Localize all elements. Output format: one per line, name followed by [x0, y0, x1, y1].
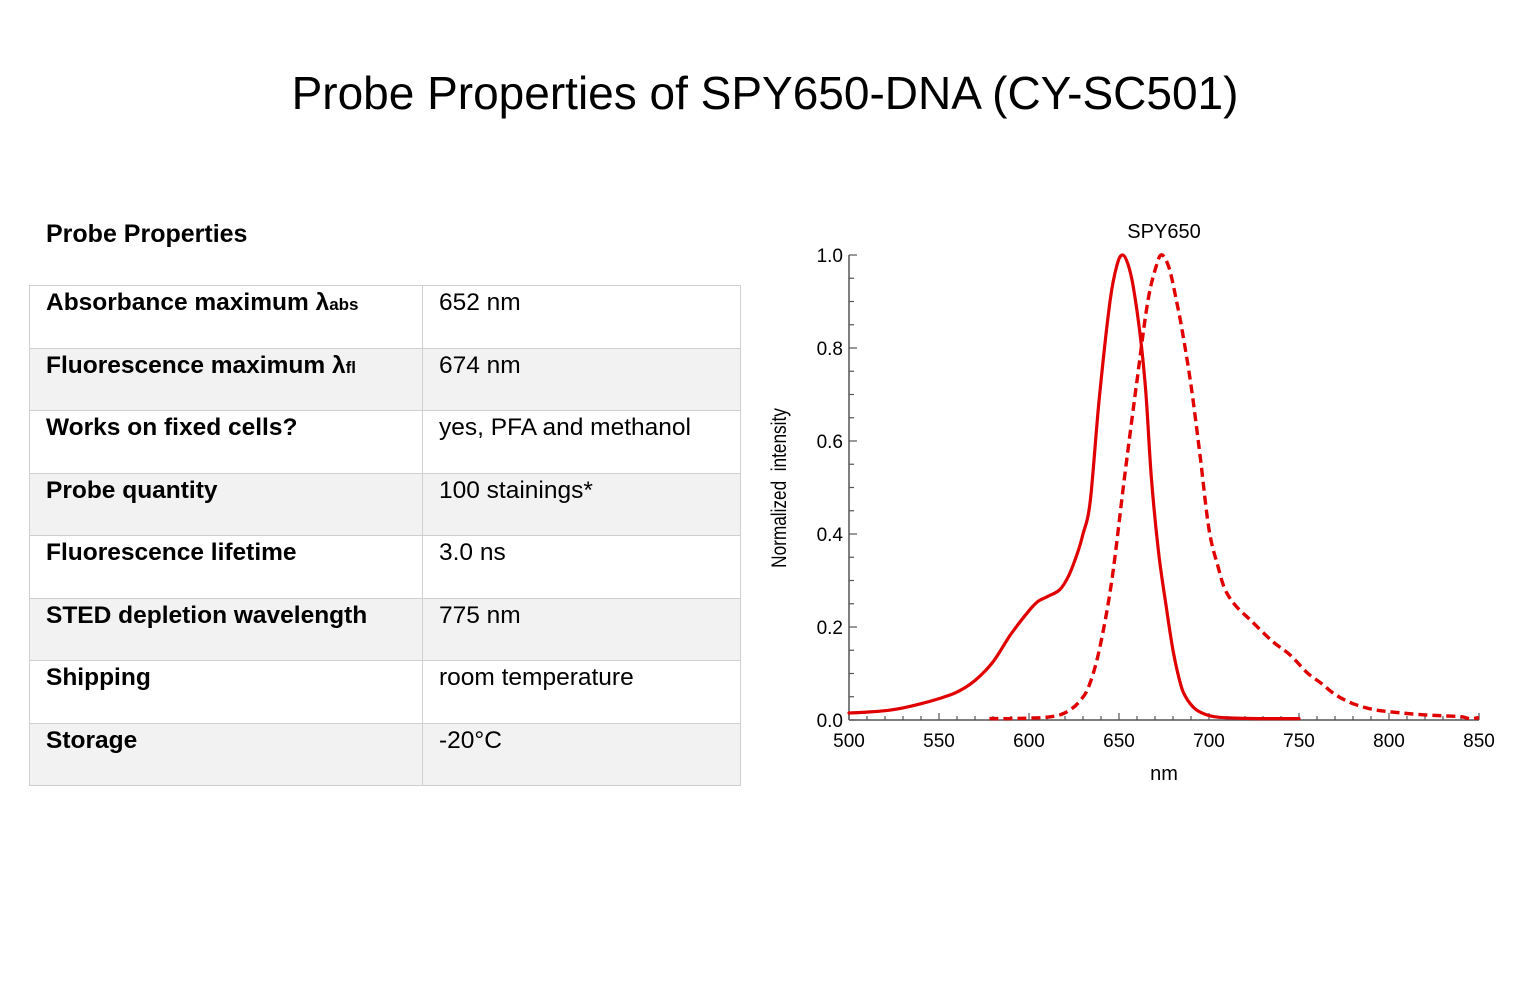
chart-axes: 0.0 0.2 0.4 0.6 0.8 1.0 500 550 600 650 700 750 800 8…	[817, 246, 1495, 752]
property-name: Shipping	[29, 660, 423, 724]
y-tick-label: 0.0	[817, 711, 843, 732]
properties-table: Absorbance maximum λabs 652 nm Fluorescenc…	[29, 285, 741, 786]
property-subscript: abs	[329, 295, 359, 314]
property-value: room temperature	[422, 660, 741, 724]
page-title: Probe Properties of SPY650-DNA (CY-SC501…	[291, 67, 1239, 119]
table-row: Fluorescence maximum λfl 674 nm	[29, 347, 741, 411]
property-label: Fluorescence maximum λ	[46, 351, 346, 379]
property-subscript: fl	[345, 357, 356, 377]
table-row: Fluorescence lifetime 3.0 ns	[29, 535, 741, 599]
y-axis-label: Normalized intensity	[769, 408, 792, 568]
fluorescence-curve	[989, 253, 1480, 721]
property-value: -20°C	[422, 722, 741, 786]
table-row: Storage -20°C	[29, 722, 741, 786]
property-name: STED depletion wavelength	[29, 597, 423, 661]
property-value: 3.0 ns	[422, 535, 741, 599]
property-label: Fluorescence lifetime	[46, 539, 297, 566]
table-row: Absorbance maximum λabs 652 nm	[29, 285, 741, 349]
x-tick-label: 500	[833, 731, 865, 752]
property-value: 674 nm	[422, 347, 741, 411]
chart-title: SPY650	[1127, 221, 1200, 243]
property-value: yes, PFA and methanol	[422, 410, 741, 474]
x-tick-label: 750	[1283, 731, 1315, 752]
property-value: 100 stainings*	[422, 472, 741, 536]
x-tick-label: 650	[1103, 731, 1135, 752]
x-tick-label: 550	[923, 731, 955, 752]
property-label: Works on fixed cells?	[46, 414, 298, 441]
x-tick-label: 850	[1463, 731, 1495, 752]
property-value: 652 nm	[422, 285, 741, 349]
property-label: Shipping	[46, 664, 151, 691]
property-label: Absorbance maximum λ	[46, 289, 330, 316]
y-tick-label: 0.6	[817, 432, 843, 453]
y-tick-label: 1.0	[817, 246, 843, 267]
table-row: STED depletion wavelength 775 nm	[29, 597, 741, 661]
y-tick-label: 0.4	[817, 525, 844, 546]
property-value: 775 nm	[422, 597, 741, 661]
property-name: Probe quantity	[29, 472, 423, 536]
y-tick-label: 0.2	[817, 618, 843, 639]
table-row: Probe quantity 100 stainings*	[29, 472, 741, 536]
property-label: STED depletion wavelength	[46, 601, 368, 629]
x-tick-label: 800	[1373, 731, 1405, 752]
property-name: Works on fixed cells?	[29, 410, 423, 474]
table-row: Shipping room temperature	[29, 660, 741, 724]
absorbance-curve	[847, 253, 1301, 721]
chart-curves	[847, 253, 1480, 721]
property-name: Fluorescence maximum λfl	[29, 347, 423, 411]
property-name: Absorbance maximum λabs	[29, 285, 423, 349]
x-tick-label: 700	[1193, 731, 1225, 752]
x-axis-label: nm	[1150, 763, 1178, 785]
y-tick-label: 0.8	[817, 339, 843, 360]
section-title: Probe Properties	[46, 220, 248, 248]
property-label: Storage	[46, 726, 138, 754]
table-row: Works on fixed cells? yes, PFA and methan…	[29, 410, 741, 474]
x-tick-label: 600	[1013, 731, 1045, 752]
property-name: Storage	[29, 722, 423, 786]
property-label: Probe quantity	[46, 476, 218, 504]
property-name: Fluorescence lifetime	[29, 535, 423, 599]
